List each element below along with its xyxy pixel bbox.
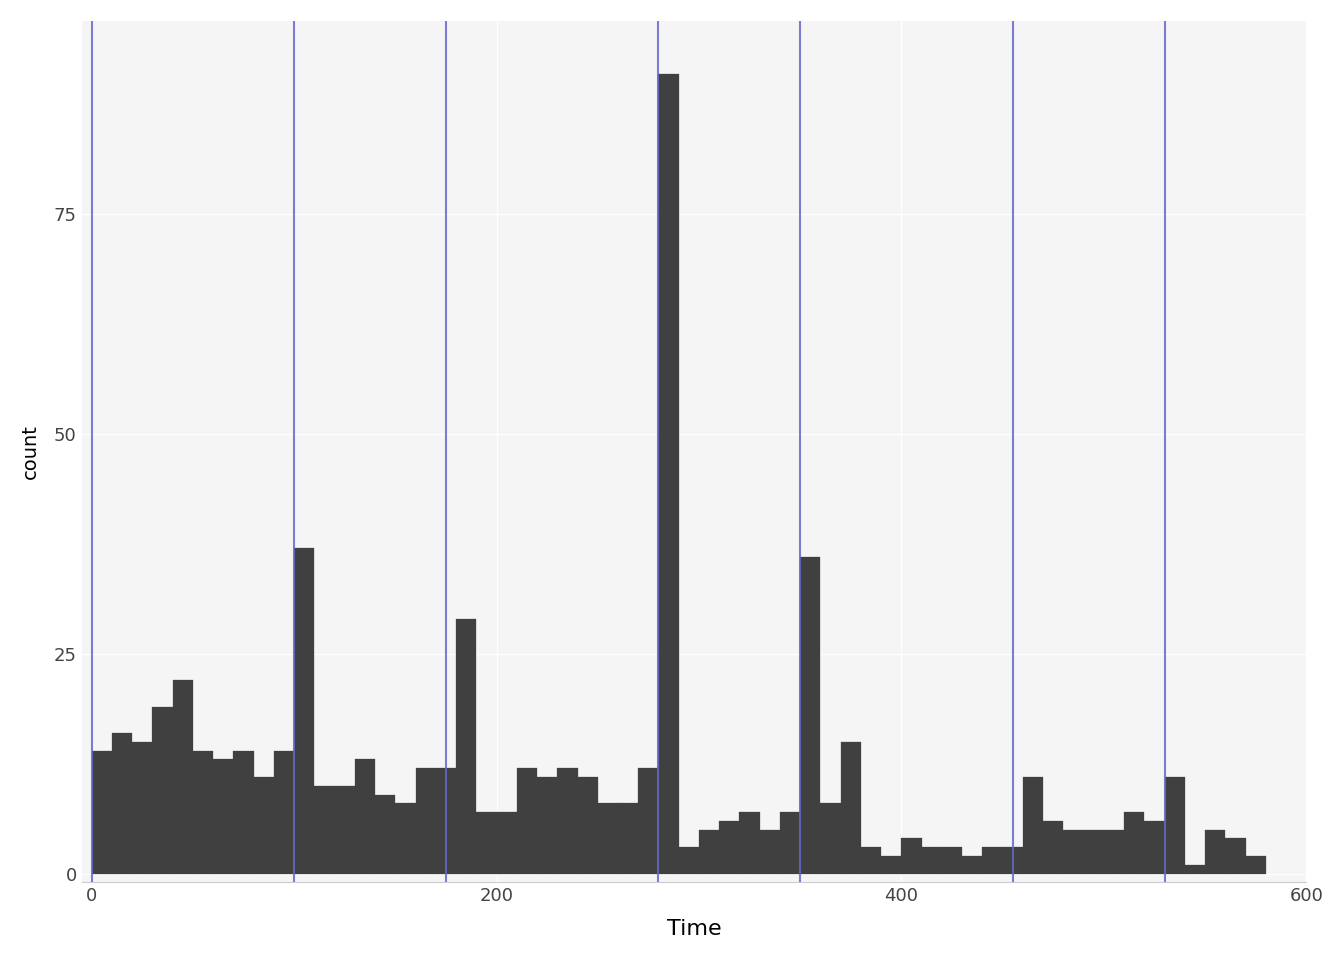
Bar [517, 768, 538, 874]
Bar [578, 777, 598, 874]
Bar [719, 821, 739, 874]
Bar [415, 768, 435, 874]
Bar [1124, 812, 1144, 874]
Bar [982, 848, 1003, 874]
Bar [780, 812, 800, 874]
Bar [1226, 838, 1246, 874]
Bar [862, 848, 882, 874]
Bar [294, 548, 314, 874]
Bar [558, 768, 578, 874]
Bar [132, 742, 152, 874]
Bar [618, 804, 638, 874]
Bar [91, 751, 112, 874]
Bar [112, 732, 132, 874]
Bar [739, 812, 759, 874]
Bar [172, 681, 194, 874]
Bar [375, 795, 395, 874]
Bar [659, 74, 679, 874]
Bar [496, 812, 517, 874]
Bar [1023, 777, 1043, 874]
Bar [759, 829, 780, 874]
Bar [435, 768, 456, 874]
Bar [214, 759, 234, 874]
Bar [152, 707, 172, 874]
Bar [962, 856, 982, 874]
Bar [254, 777, 274, 874]
Bar [1164, 777, 1185, 874]
X-axis label: Time: Time [667, 919, 722, 939]
Bar [1003, 848, 1023, 874]
Bar [335, 785, 355, 874]
Bar [699, 829, 719, 874]
Bar [456, 618, 476, 874]
Bar [1083, 829, 1103, 874]
Bar [476, 812, 496, 874]
Bar [679, 848, 699, 874]
Bar [902, 838, 922, 874]
Bar [1185, 865, 1206, 874]
Bar [194, 751, 214, 874]
Bar [942, 848, 962, 874]
Bar [538, 777, 558, 874]
Bar [840, 742, 862, 874]
Bar [800, 557, 820, 874]
Bar [234, 751, 254, 874]
Bar [1063, 829, 1083, 874]
Bar [638, 768, 659, 874]
Bar [598, 804, 618, 874]
Bar [820, 804, 840, 874]
Y-axis label: count: count [22, 424, 40, 479]
Bar [1103, 829, 1124, 874]
Bar [395, 804, 415, 874]
Bar [882, 856, 902, 874]
Bar [1144, 821, 1164, 874]
Bar [1043, 821, 1063, 874]
Bar [1246, 856, 1266, 874]
Bar [1206, 829, 1226, 874]
Bar [355, 759, 375, 874]
Bar [922, 848, 942, 874]
Bar [274, 751, 294, 874]
Bar [314, 785, 335, 874]
